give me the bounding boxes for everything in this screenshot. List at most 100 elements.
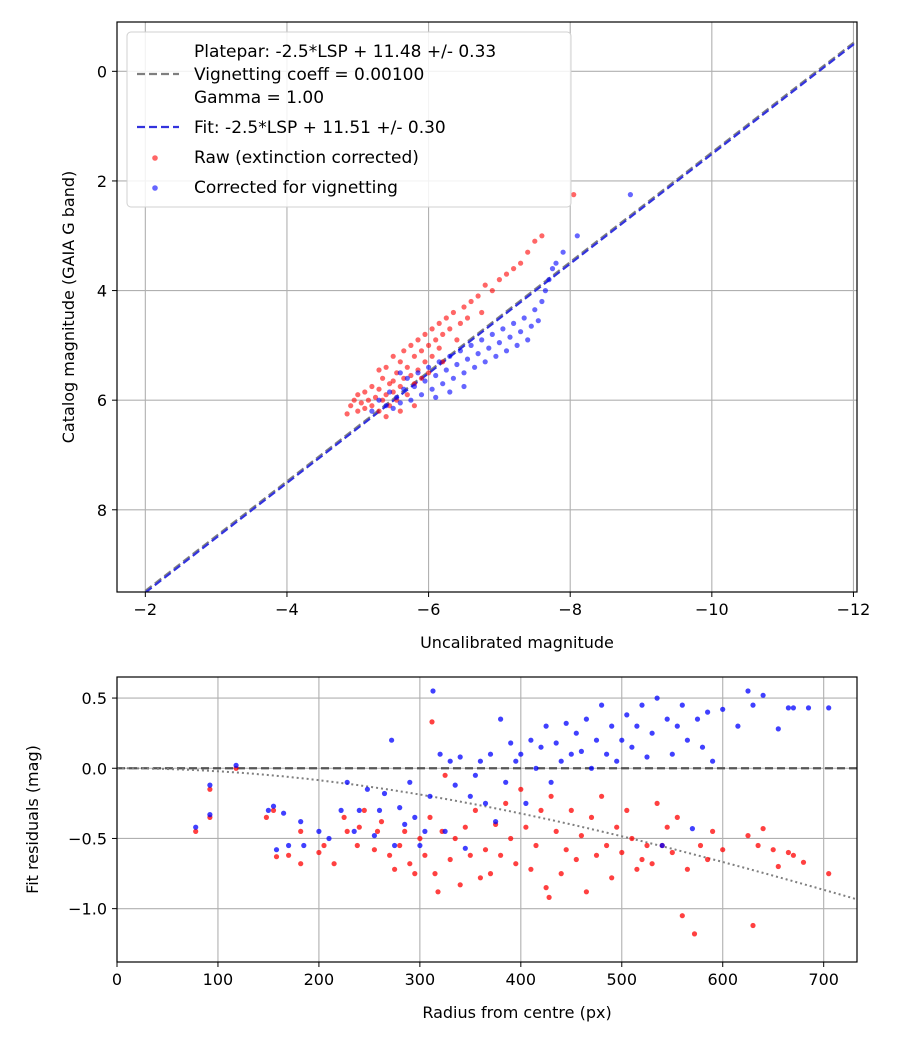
data-point [644,842,650,849]
data-point [482,359,488,365]
data-point [489,288,495,294]
data-point [265,807,271,814]
data-point [553,260,559,266]
data-point [518,329,524,335]
data-point [411,383,417,390]
legend-corrected-marker [152,185,158,191]
data-point [442,772,448,778]
data-point [436,359,442,365]
data-point [654,800,660,807]
data-point [415,337,421,343]
data-point [472,772,478,778]
legend-corrected-label: Corrected for vignetting [194,178,398,198]
data-point [563,847,569,853]
data-point [326,835,332,842]
data-point [454,361,460,368]
data-point [207,782,213,788]
data-point [433,372,439,379]
data-point [433,394,439,400]
data-point [508,740,514,746]
x-tick-label: −8 [558,600,582,619]
data-point [609,875,615,881]
data-point [487,871,494,877]
data-point [461,304,467,310]
data-point [533,765,539,771]
data-point [369,383,375,390]
data-point [604,842,610,849]
data-point [689,826,696,832]
data-point [376,367,382,373]
axes-frame [116,21,858,593]
data-point [649,861,655,867]
data-point [479,337,485,343]
axes-frame [116,676,858,963]
data-point [599,793,605,799]
data-point [429,386,435,392]
data-point [604,751,610,757]
data-point [387,389,393,395]
data-point [401,386,407,392]
data-point [475,293,481,299]
data-point [674,814,680,821]
data-point [338,807,344,814]
data-point [316,849,322,856]
data-point [390,378,396,384]
data-point [826,871,832,877]
y-tick-label: 4 [97,282,107,301]
data-point [321,842,327,849]
data-point [331,861,337,867]
data-point [755,842,761,849]
x-tick-label: 700 [808,970,839,989]
data-point [790,852,797,858]
data-point [674,723,680,729]
series-0 [193,719,832,937]
data-point [461,383,467,390]
data-point [344,411,350,417]
legend-platepar-label: Platepar: -2.5*LSP + 11.48 +/- 0.33 [194,42,496,62]
data-point [568,751,574,757]
legend-raw-label: Raw (extinction corrected) [194,148,419,168]
data-point [392,842,398,849]
data-point [429,719,435,725]
data-point [629,835,635,842]
data-point [533,842,539,849]
data-point [538,807,544,814]
data-point [468,342,474,348]
data-point [397,400,403,406]
data-point [745,833,751,839]
legend-vignetting-label: Vignetting coeff = 0.00100 [194,65,424,85]
data-point [679,702,685,708]
data-point [376,397,382,403]
data-point [634,866,640,872]
data-point [356,824,362,830]
data-point [298,828,304,835]
data-point [426,342,432,348]
y-tick-label: 2 [97,172,107,191]
x-tick-label: 300 [405,970,436,989]
data-point [571,192,577,198]
data-point [378,819,385,825]
data-point [447,758,453,764]
data-point [482,282,488,288]
data-point [629,744,635,750]
data-point [528,866,534,872]
data-point [418,348,425,354]
data-point [549,266,556,272]
data-point [362,389,368,395]
data-point [426,370,432,376]
data-point [679,913,685,919]
data-point [514,342,520,348]
data-point [583,716,590,722]
data-point [397,370,403,376]
data-point [371,833,377,839]
data-point [548,793,554,799]
data-point [457,754,463,760]
x-tick-label: 400 [506,970,537,989]
data-point [513,758,519,764]
data-point [417,835,423,842]
data-point [263,814,269,821]
data-point [568,807,574,814]
data-point [354,842,360,849]
data-point [468,298,474,305]
y-tick-label: 0.0 [82,759,107,778]
